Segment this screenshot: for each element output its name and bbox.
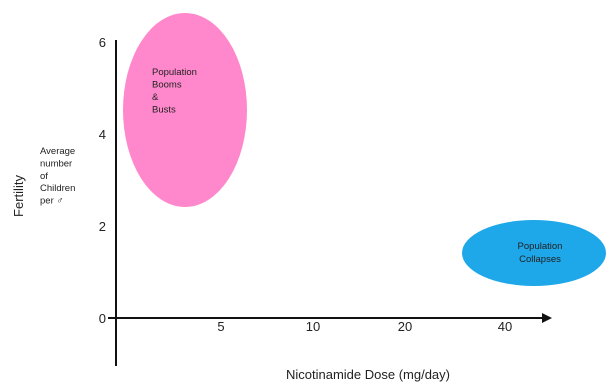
x-tick-label: 5 (217, 319, 224, 334)
region-label-line: Collapses (519, 254, 561, 265)
y-tick-label: 4 (99, 127, 106, 142)
region-label-line: Population (152, 67, 197, 78)
region-booms-busts (123, 13, 247, 207)
y-tick-label: 0 (99, 311, 106, 326)
x-tick-label: 40 (498, 319, 512, 334)
y-axis-note-line: of (40, 171, 48, 182)
y-axis-note-line: per ♂ (40, 196, 64, 207)
y-axis-note-line: Children (40, 183, 75, 194)
y-tick-label: 6 (99, 35, 106, 50)
y-tick-labels: 0 2 4 6 (99, 35, 106, 326)
region-collapses (462, 220, 606, 286)
region-label-line: Booms (152, 80, 182, 91)
x-tick-labels: 5 10 20 40 (217, 319, 512, 334)
y-axis-note-line: number (40, 158, 72, 169)
x-tick-label: 20 (398, 319, 412, 334)
y-axis-title: Fertility (11, 175, 26, 217)
region-label-line: Busts (152, 105, 176, 116)
y-axis-note-line: Average (40, 146, 75, 157)
y-tick-label: 2 (99, 219, 106, 234)
region-label-line: & (152, 92, 159, 103)
x-tick-label: 10 (306, 319, 320, 334)
region-label-line: Population (518, 241, 563, 252)
region-layer: Population Booms& Busts Population Collapses (123, 13, 606, 286)
x-axis-title: Nicotinamide Dose (mg/day) (286, 367, 450, 382)
